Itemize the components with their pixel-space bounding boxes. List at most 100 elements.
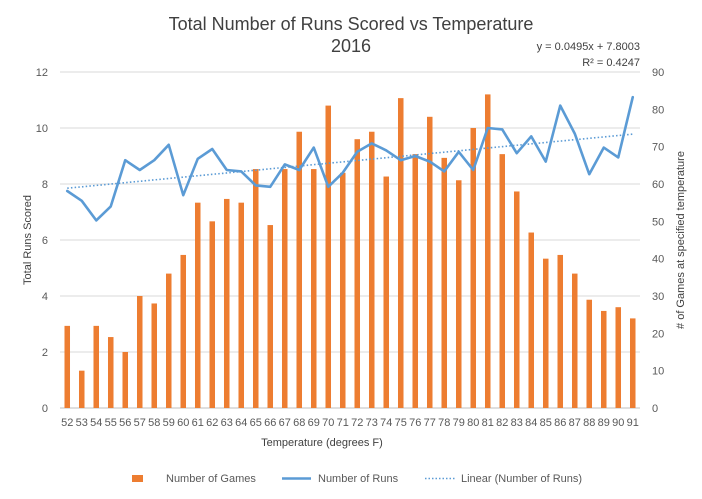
bar [397,98,404,408]
x-tick-label: 66 [264,417,276,429]
x-tick-label: 65 [250,417,262,429]
x-tick-label: 71 [337,417,349,429]
bar [586,299,593,408]
bar [165,273,172,408]
x-tick-label: 57 [134,417,146,429]
x-tick-label: 77 [424,417,436,429]
x-tick-label: 79 [453,417,465,429]
y2-tick-label: 80 [652,104,664,116]
x-tick-label: 81 [482,417,494,429]
y2-tick-label: 0 [652,403,658,415]
x-tick-label: 91 [627,417,639,429]
x-tick-label: 55 [105,417,117,429]
bar [513,191,520,408]
bar [600,310,607,408]
y-axis-title: Total Runs Scored [22,195,34,285]
x-tick-label: 60 [177,417,189,429]
bar [339,172,346,408]
y2-axis-ticks: 0 10 20 30 40 50 60 70 80 90 [652,67,664,415]
y-tick-label: 0 [42,403,48,415]
x-axis-title: Temperature (degrees F) [261,437,383,449]
bar [136,296,143,408]
y-tick-label: 10 [36,123,48,135]
bar [238,202,245,408]
y2-tick-label: 30 [652,291,664,303]
y2-tick-label: 60 [652,179,664,191]
line-number-of-runs [65,95,635,222]
x-tick-label: 85 [540,417,552,429]
y-tick-label: 6 [42,235,48,247]
bar [267,225,274,408]
bar [209,221,216,408]
y2-tick-label: 40 [652,254,664,266]
bar [151,303,158,408]
bar [499,154,506,408]
x-tick-label: 61 [192,417,204,429]
x-tick-label: 52 [61,417,73,429]
bar [528,232,535,408]
x-tick-label: 62 [206,417,218,429]
y-axis-ticks: 0 2 4 6 8 10 12 [36,67,48,415]
x-tick-label: 63 [221,417,233,429]
y2-tick-label: 20 [652,328,664,340]
legend: Number of Games Number of Runs Linear (N… [132,473,582,485]
bar [629,318,636,408]
y-tick-label: 4 [42,291,48,303]
y2-tick-label: 70 [652,142,664,154]
bar [441,157,448,408]
trendline-r-squared: R² = 0.4247 [582,57,640,69]
bar [412,154,419,408]
bar [571,273,578,408]
x-tick-label: 56 [119,417,131,429]
x-tick-label: 89 [598,417,610,429]
y2-tick-label: 50 [652,216,664,228]
legend-label-games: Number of Games [166,473,256,485]
x-tick-label: 69 [308,417,320,429]
x-tick-label: 67 [279,417,291,429]
legend-swatch-games [132,475,143,482]
x-tick-label: 78 [438,417,450,429]
bar [383,176,390,408]
x-tick-label: 76 [409,417,421,429]
y-tick-label: 8 [42,179,48,191]
series-line-runs [65,95,635,222]
bar [310,169,317,408]
x-tick-label: 58 [148,417,160,429]
bar [223,198,230,408]
bar [354,139,361,408]
x-tick-label: 70 [322,417,334,429]
bar [180,254,187,408]
chart-title: Total Number of Runs Scored vs Temperatu… [169,14,534,34]
bar [470,128,477,408]
x-tick-label: 64 [235,417,247,429]
bar [252,169,259,408]
bar [542,258,549,408]
x-axis-ticks: 52 53 54 55 56 57 58 59 60 61 62 63 64 65 66 67 68 69 70 71… [61,417,639,429]
bar [194,202,201,408]
y2-tick-label: 10 [652,366,664,378]
bar [107,337,114,408]
x-tick-label: 74 [380,417,392,429]
bar [122,352,129,408]
x-tick-label: 82 [496,417,508,429]
x-tick-label: 87 [569,417,581,429]
bar [484,94,491,409]
trendline-equation: y = 0.0495x + 7.8003 [537,41,640,53]
x-tick-label: 86 [554,417,566,429]
bar [325,105,332,408]
x-tick-label: 53 [76,417,88,429]
y2-tick-label: 90 [652,67,664,79]
bar [93,325,100,408]
legend-label-linear: Linear (Number of Runs) [461,473,582,485]
bar [615,307,622,408]
x-tick-label: 88 [583,417,595,429]
x-tick-label: 68 [293,417,305,429]
bar [426,116,433,409]
y-tick-label: 12 [36,67,48,79]
bar [296,131,303,408]
y-tick-label: 2 [42,347,48,359]
bar [368,131,375,408]
bar [78,370,85,408]
